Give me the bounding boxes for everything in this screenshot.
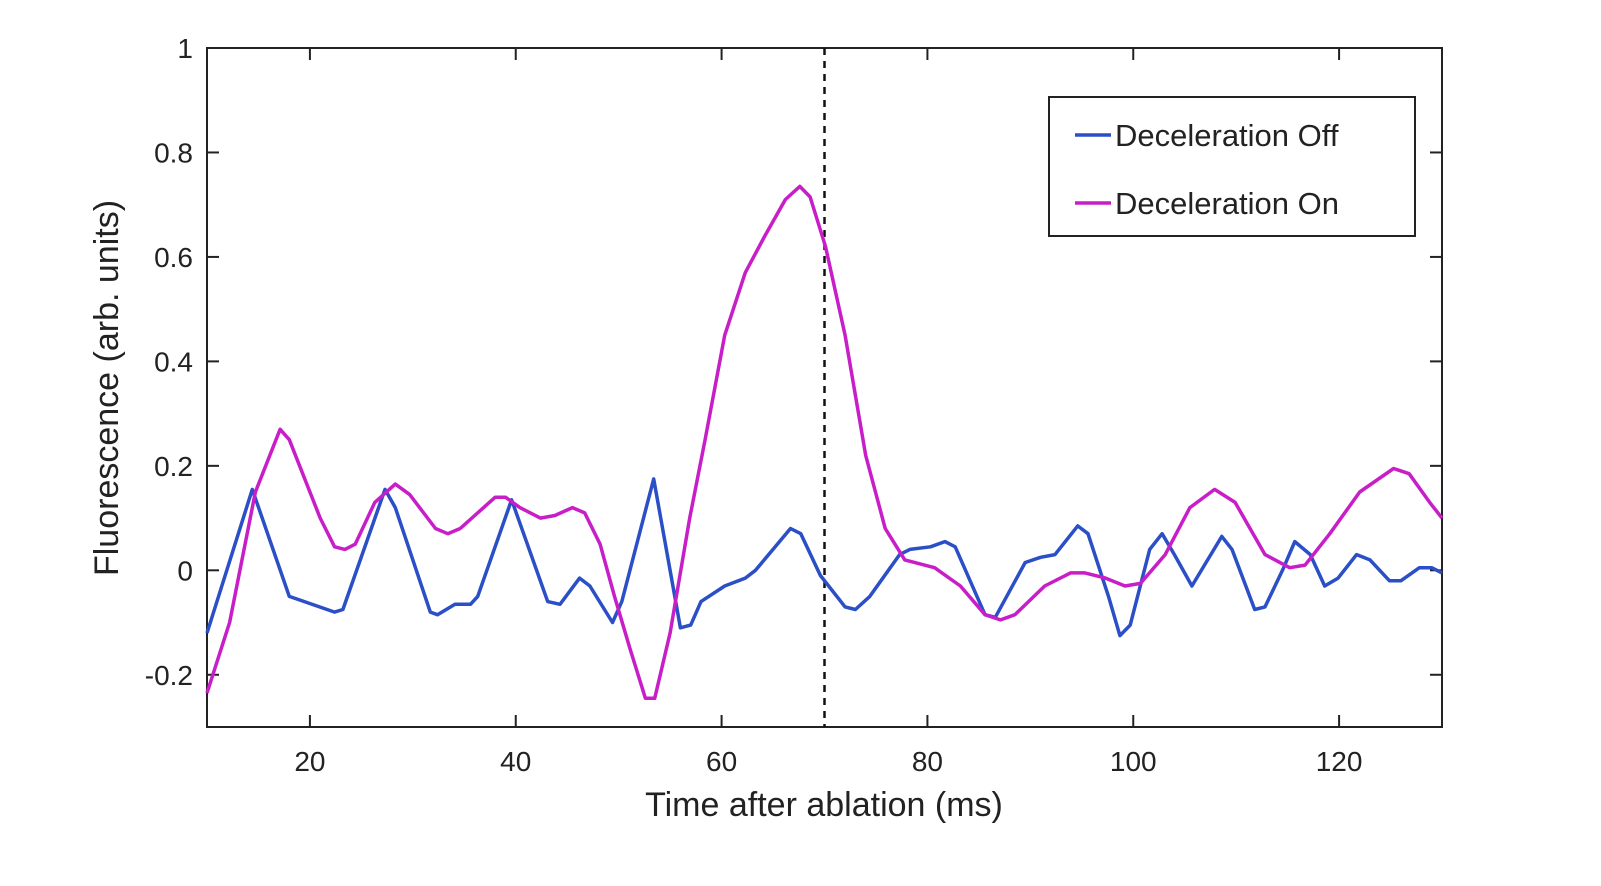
y-tick-label: 0.2 [154, 451, 193, 482]
legend-label: Deceleration On [1115, 186, 1339, 221]
x-tick-label: 120 [1316, 746, 1363, 777]
y-tick-label: 0.6 [154, 242, 193, 273]
y-tick-label: 0 [177, 555, 193, 586]
line [205, 477, 1443, 638]
y-tick-label: -0.2 [145, 660, 193, 691]
x-tick-label: 80 [912, 746, 943, 777]
y-axis-label: Fluorescence (arb. units) [88, 200, 126, 576]
x-tick-label: 40 [500, 746, 531, 777]
legend-label: Deceleration Off [1115, 118, 1339, 153]
x-tick-label: 60 [706, 746, 737, 777]
y-tick-label: 1 [177, 33, 193, 64]
x-tick-label: 20 [294, 746, 325, 777]
y-tick-label: 0.4 [154, 346, 193, 377]
x-axis-label: Time after ablation (ms) [645, 786, 1003, 824]
line [205, 184, 1444, 701]
x-tick-label: 100 [1110, 746, 1157, 777]
legend-box [1048, 96, 1416, 237]
y-tick-label: 0.8 [154, 137, 193, 168]
